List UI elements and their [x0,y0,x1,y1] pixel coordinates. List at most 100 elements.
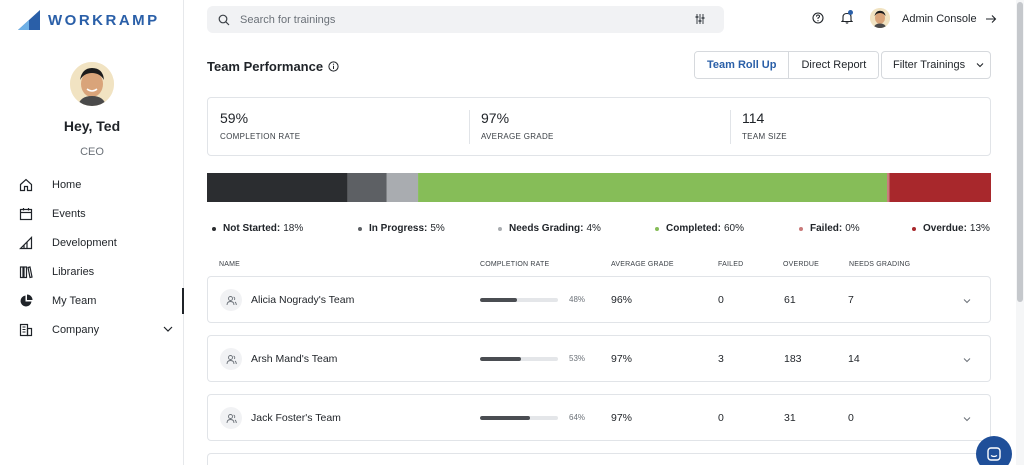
sidebar-item-home[interactable]: Home [0,170,184,199]
sidebar-item-label: My Team [52,294,97,307]
team-icon [226,413,237,423]
workramp-logo-icon [18,10,40,30]
arrow-right-icon [985,15,996,23]
completion-bar [480,357,558,361]
team-icon [226,354,237,364]
page-title-text: Team Performance [207,59,324,74]
sidebar-item-my-team[interactable]: My Team [0,286,184,315]
team-name: Jack Foster's Team [251,412,341,424]
stats-card: 59% COMPLETION RATE 97% AVERAGE GRADE 11… [207,97,991,156]
chevron-down-icon[interactable] [162,323,174,335]
legend-dot [799,226,803,231]
status-legend: Not Started: 18% In Progress: 5% Needs G… [212,223,991,237]
needs-grading-count: 0 [848,412,854,424]
status-segment-not-started [207,173,348,202]
user-avatar[interactable] [70,62,114,106]
average-grade: 97% [611,412,633,424]
status-breakdown-bar [207,173,991,202]
legend-in-progress: In Progress: 5% [358,223,445,234]
table-row[interactable]: Arsh Mand's Team 53% 97% 3 183 14 [207,335,991,382]
legend-label: Not Started: [223,223,281,234]
chevron-down-icon[interactable] [962,355,972,365]
scrollbar-thumb[interactable] [1017,2,1023,302]
view-toggle: Team Roll Up Direct Report [694,51,880,79]
stat-value: 59% [220,110,249,126]
column-header-name[interactable]: NAME [219,261,241,268]
filter-sliders-icon[interactable] [694,13,706,25]
stat-divider [730,110,731,144]
column-header-overdue[interactable]: OVERDUE [783,261,820,268]
failed-count: 0 [718,294,724,306]
column-header-completion-rate[interactable]: COMPLETION RATE [480,261,550,268]
status-segment-failed [887,173,890,202]
legend-value: 60% [724,223,745,234]
greeting: Hey, Ted [63,118,121,134]
column-header-average-grade[interactable]: AVERAGE GRADE [611,261,674,268]
average-grade: 97% [611,353,633,365]
home-icon [19,178,33,191]
filter-trainings-label: Filter Trainings [893,59,966,71]
legend-needs-grading: Needs Grading: 4% [498,223,601,234]
sidebar-item-libraries[interactable]: Libraries [0,257,184,286]
search-input[interactable] [240,13,670,26]
brand-name: WORKRAMP [48,11,160,29]
admin-console-link[interactable]: Admin Console [902,13,997,25]
building-icon [19,323,33,336]
table-row[interactable] [207,453,991,465]
legend-label: In Progress: [369,223,428,234]
search-icon [218,14,230,25]
sidebar-item-development[interactable]: Development [0,228,184,257]
sidebar: WORKRAMP Hey, Ted CEO Home Events Develo… [0,0,184,465]
legend-not-started: Not Started: 18% [212,223,303,234]
admin-console-label: Admin Console [902,13,977,25]
development-icon [19,235,33,249]
status-segment-overdue [889,173,991,202]
sidebar-item-company[interactable]: Company [0,315,184,344]
user-photo-icon [70,62,114,106]
failed-count: 0 [718,412,724,424]
column-header-needs-grading[interactable]: NEEDS GRADING [849,261,911,268]
page-title: Team Performance [207,59,339,74]
chevron-down-icon [976,63,984,68]
overdue-count: 31 [784,412,796,424]
team-name: Arsh Mand's Team [251,353,338,365]
search-bar[interactable] [207,6,724,33]
stat-label: AVERAGE GRADE [481,132,554,141]
chevron-down-icon[interactable] [962,414,972,424]
legend-label: Needs Grading: [509,223,584,234]
column-header-failed[interactable]: FAILED [718,261,744,268]
status-breakdown-svg [207,173,991,202]
sidebar-item-label: Home [52,178,82,191]
brand-logo[interactable]: WORKRAMP [18,10,160,30]
legend-label: Failed: [810,223,843,234]
failed-count: 3 [718,353,724,365]
overdue-count: 61 [784,294,796,306]
stat-label: COMPLETION RATE [220,132,301,141]
bell-icon[interactable] [841,11,853,24]
stat-value: 97% [481,110,510,126]
legend-completed: Completed: 60% [655,223,744,234]
team-icon [226,295,237,305]
info-icon[interactable] [328,61,339,72]
filter-trainings-dropdown[interactable]: Filter Trainings [881,51,991,79]
page-scrollbar[interactable] [1016,0,1024,465]
chat-launcher-button[interactable] [976,436,1012,465]
completion-bar-fill [480,357,522,361]
sidebar-item-label: Libraries [52,265,95,278]
table-row[interactable]: Jack Foster's Team 64% 97% 0 31 0 [207,394,991,441]
table-row[interactable]: Alicia Nogrady's Team 48% 96% 0 61 7 [207,276,991,323]
legend-dot [498,226,502,231]
help-icon[interactable] [812,12,824,24]
completion-bar [480,416,558,420]
sidebar-item-label: Company [52,323,100,336]
team-roll-up-button[interactable]: Team Roll Up [695,52,790,78]
needs-grading-count: 7 [848,294,854,306]
chevron-down-icon[interactable] [962,296,972,306]
sidebar-item-events[interactable]: Events [0,199,184,228]
direct-report-button[interactable]: Direct Report [789,52,879,78]
sidebar-nav: Home Events Development Libraries My Tea… [0,170,184,344]
top-user-avatar[interactable] [870,8,890,28]
calendar-icon [19,207,33,220]
completion-percent: 64% [569,413,586,422]
legend-failed: Failed: 0% [799,223,860,234]
